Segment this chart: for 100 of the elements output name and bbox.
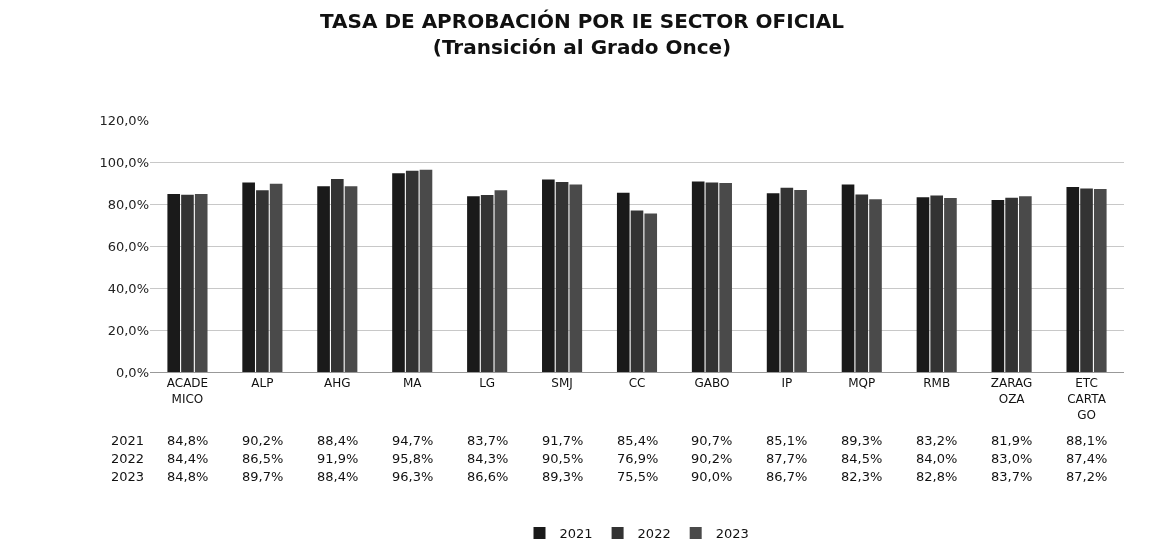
data-label: 87,7% xyxy=(766,451,808,466)
x-tick-label: ETC CARTA GO xyxy=(1067,376,1107,422)
data-label: 83,2% xyxy=(916,433,958,448)
bar xyxy=(405,170,419,372)
bar xyxy=(616,192,630,372)
x-tick-label: ACADE MICO xyxy=(166,376,209,406)
bar xyxy=(766,193,780,372)
y-tick-label: 80,0% xyxy=(107,196,149,212)
x-tick-label: SMJ xyxy=(551,376,573,391)
bar xyxy=(1019,196,1032,372)
bar xyxy=(916,197,930,372)
bar xyxy=(569,184,583,372)
data-label: 96,3% xyxy=(392,469,434,484)
bar xyxy=(719,183,732,372)
bar xyxy=(392,173,405,372)
data-label: 89,7% xyxy=(242,469,284,484)
bar xyxy=(644,213,658,372)
bar xyxy=(555,181,569,372)
bar xyxy=(705,182,719,372)
data-label: 90,5% xyxy=(542,451,584,466)
bar xyxy=(167,193,181,372)
data-label: 83,7% xyxy=(991,469,1033,484)
data-label: 95,8% xyxy=(392,451,434,466)
data-label: 84,4% xyxy=(167,451,209,466)
bar xyxy=(855,194,869,372)
data-label: 84,8% xyxy=(167,433,209,448)
bar xyxy=(542,179,555,372)
data-label: 87,2% xyxy=(1066,469,1108,484)
bar xyxy=(494,190,508,372)
data-label: 89,3% xyxy=(841,433,883,448)
data-label: 84,3% xyxy=(467,451,509,466)
x-tick-label: RMB xyxy=(923,376,951,391)
bar xyxy=(991,200,1005,372)
bar xyxy=(1093,188,1107,372)
data-label: 84,0% xyxy=(916,451,958,466)
bar xyxy=(181,194,194,372)
data-label: 91,7% xyxy=(542,433,584,448)
bar xyxy=(269,183,283,372)
data-label: 90,2% xyxy=(242,433,284,448)
data-label: 85,1% xyxy=(766,433,808,448)
legend-label: 2021 xyxy=(559,526,593,542)
data-label: 94,7% xyxy=(392,433,434,448)
data-label: 82,3% xyxy=(841,469,883,484)
y-tick-label: 20,0% xyxy=(107,322,149,338)
x-tick-label: MQP xyxy=(848,376,876,391)
text: 2021 xyxy=(111,433,145,448)
bar xyxy=(1066,186,1080,372)
bar xyxy=(480,194,494,372)
data-label: 90,2% xyxy=(691,451,733,466)
y-tick-label: 0,0% xyxy=(115,364,149,380)
x-tick-label: IP xyxy=(781,376,793,391)
bar xyxy=(317,186,330,372)
data-label: 84,8% xyxy=(167,469,209,484)
data-label: 76,9% xyxy=(617,451,659,466)
data-label: 84,5% xyxy=(841,451,883,466)
data-label: 90,0% xyxy=(691,469,733,484)
data-label: 90,7% xyxy=(691,433,733,448)
bar xyxy=(1080,188,1093,372)
bar xyxy=(419,169,433,372)
x-tick-label: ZARAG OZA xyxy=(990,376,1033,406)
data-label: 75,5% xyxy=(617,469,659,484)
bar xyxy=(256,190,269,372)
data-label: 82,8% xyxy=(916,469,958,484)
bar xyxy=(344,186,358,372)
x-tick-label: MA xyxy=(402,376,423,391)
x-tick-label: GABO xyxy=(694,376,730,391)
bar xyxy=(691,181,705,372)
text: 2022 xyxy=(111,451,145,466)
bar xyxy=(794,189,807,372)
y-tick-label: 40,0% xyxy=(107,280,149,296)
bar xyxy=(242,182,255,372)
data-label: 88,4% xyxy=(317,469,359,484)
bar xyxy=(869,199,882,372)
bar xyxy=(841,184,855,372)
y-tick-label: 100,0% xyxy=(99,154,149,170)
text: 2023 xyxy=(111,469,145,484)
data-label: 88,4% xyxy=(317,433,359,448)
data-label: 91,9% xyxy=(317,451,359,466)
legend-label: 2023 xyxy=(715,526,749,542)
legend-label: 2022 xyxy=(637,526,671,542)
data-label: 83,7% xyxy=(467,433,509,448)
data-label: 88,1% xyxy=(1066,433,1108,448)
bar xyxy=(467,196,480,372)
bar xyxy=(194,193,208,372)
bar xyxy=(780,187,794,372)
data-label: 86,5% xyxy=(242,451,284,466)
data-label: 87,4% xyxy=(1066,451,1108,466)
data-label: 89,3% xyxy=(542,469,584,484)
y-tick-label: 60,0% xyxy=(107,238,149,254)
x-tick-label: ALP xyxy=(251,376,274,391)
bar xyxy=(930,195,944,372)
data-label: 86,7% xyxy=(766,469,808,484)
data-label: 85,4% xyxy=(617,433,659,448)
data-label: 83,0% xyxy=(991,451,1033,466)
x-tick-label: AHG xyxy=(324,376,351,391)
x-tick-label: LG xyxy=(479,376,496,391)
x-tick-label: CC xyxy=(628,376,646,391)
y-tick-label: 120,0% xyxy=(99,112,149,128)
data-label: 81,9% xyxy=(991,433,1033,448)
bar xyxy=(944,198,957,372)
